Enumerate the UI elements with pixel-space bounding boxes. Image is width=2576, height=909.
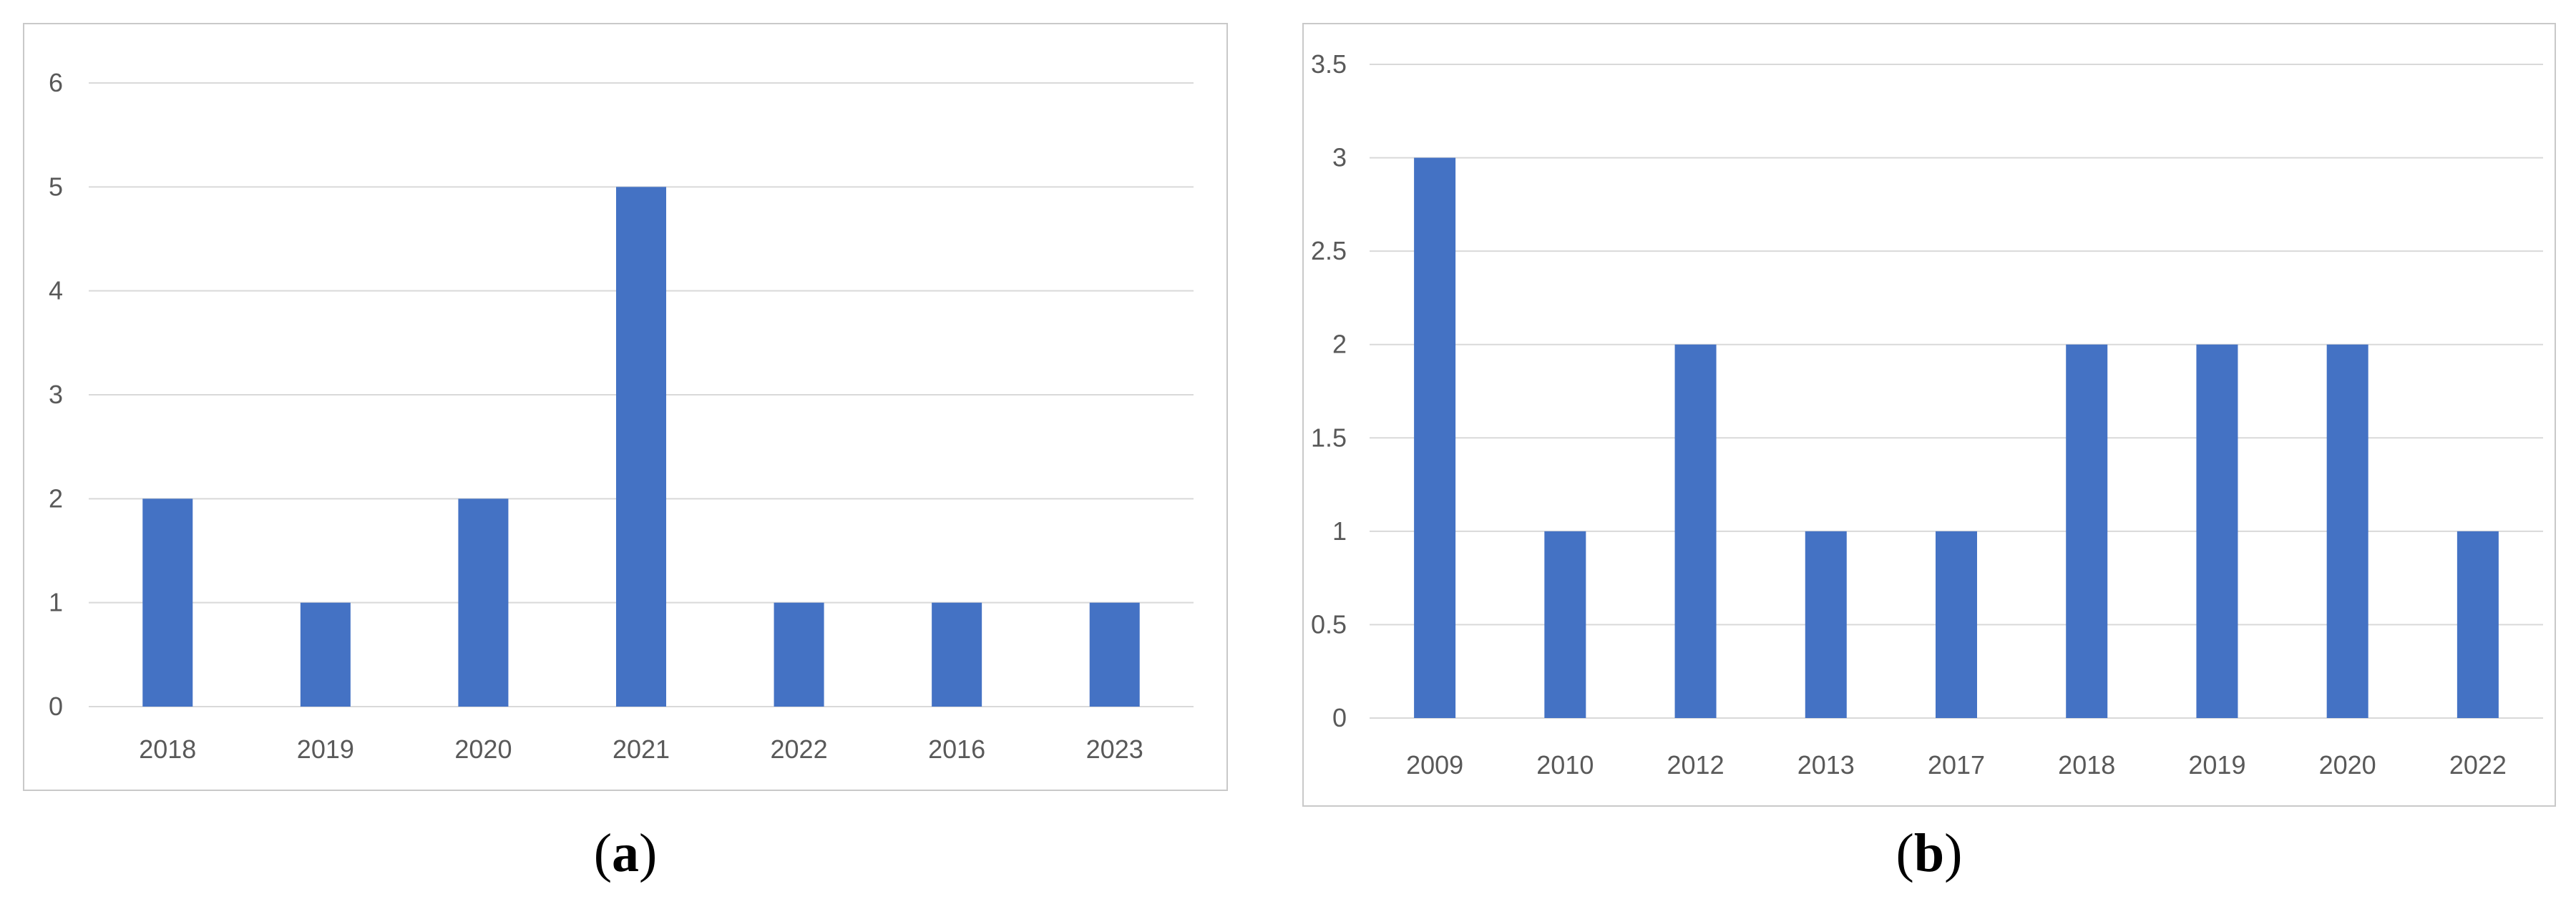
y-tick-label: 0 bbox=[1332, 703, 1347, 732]
x-tick-label: 2022 bbox=[2449, 750, 2507, 780]
bar-2013 bbox=[1805, 531, 1847, 718]
bar-2022 bbox=[2457, 531, 2499, 718]
bar-chart-b: 0 0.5 1 1.5 2 2.5 3 3.5 2009 2010 2012 2013 2017 2018… bbox=[1311, 49, 2543, 780]
y-tick-label: 1 bbox=[1332, 516, 1347, 546]
y-tick-label: 3.5 bbox=[1311, 49, 1347, 79]
bar-2009 bbox=[1414, 157, 1456, 719]
x-tick-label: 2013 bbox=[1797, 750, 1855, 780]
x-tick-label: 2019 bbox=[297, 734, 354, 764]
bar-2018 bbox=[2066, 344, 2108, 718]
y-tick-label: 0.5 bbox=[1311, 609, 1347, 639]
panel-caption-a-letter: a bbox=[612, 823, 639, 883]
panel-caption-b: (b) bbox=[1896, 823, 1963, 883]
bar-2017 bbox=[1936, 531, 1977, 718]
y-tick-label: 2 bbox=[49, 483, 63, 513]
x-tick-label: 2012 bbox=[1667, 750, 1724, 780]
x-tick-label: 2018 bbox=[139, 734, 196, 764]
y-tick-label: 3 bbox=[49, 380, 63, 409]
bar-2012 bbox=[1674, 344, 1717, 718]
x-tick-label: 2017 bbox=[1928, 750, 1985, 780]
bar-2016 bbox=[932, 602, 982, 707]
y-tick-label: 3 bbox=[1332, 143, 1347, 172]
bar-2019 bbox=[300, 602, 351, 707]
bar-2020 bbox=[458, 498, 509, 707]
y-tick-label: 1.5 bbox=[1311, 423, 1347, 452]
panel-caption-a: (a) bbox=[593, 823, 658, 883]
x-tick-label: 2018 bbox=[2058, 750, 2115, 780]
x-tick-label: 2009 bbox=[1406, 750, 1463, 780]
bar-2021 bbox=[616, 187, 666, 707]
x-tick-label: 2020 bbox=[454, 734, 512, 764]
y-tick-label: 2 bbox=[1332, 330, 1347, 359]
y-tick-label: 5 bbox=[49, 172, 63, 201]
x-tick-label: 2022 bbox=[771, 734, 828, 764]
bar-2020 bbox=[2326, 344, 2368, 718]
bar-2022 bbox=[774, 602, 824, 707]
y-tick-label: 0 bbox=[49, 692, 63, 721]
y-tick-label: 4 bbox=[49, 276, 63, 305]
bar-2010 bbox=[1544, 531, 1586, 718]
y-tick-label: 2.5 bbox=[1311, 236, 1347, 265]
bar-chart-a: 0 1 2 3 4 5 6 2018 2019 2020 2021 2022 2016 2023 bbox=[49, 68, 1194, 764]
y-tick-label: 1 bbox=[49, 588, 63, 617]
x-tick-label: 2010 bbox=[1536, 750, 1594, 780]
chart-panel-a: 0 1 2 3 4 5 6 2018 2019 2020 2021 2022 2016 2023 bbox=[23, 23, 1228, 791]
bar-2019 bbox=[2196, 344, 2238, 718]
x-tick-label: 2016 bbox=[928, 734, 985, 764]
y-tick-label: 6 bbox=[49, 68, 63, 97]
x-tick-label: 2020 bbox=[2319, 750, 2376, 780]
bar-2023 bbox=[1089, 602, 1140, 707]
chart-panel-b: 0 0.5 1 1.5 2 2.5 3 3.5 2009 2010 2012 2013 2017 2018… bbox=[1302, 23, 2556, 807]
bar-2018 bbox=[142, 498, 193, 707]
x-tick-label: 2023 bbox=[1086, 734, 1143, 764]
panel-caption-b-letter: b bbox=[1913, 823, 1945, 883]
x-tick-label: 2021 bbox=[613, 734, 670, 764]
x-tick-label: 2019 bbox=[2188, 750, 2245, 780]
